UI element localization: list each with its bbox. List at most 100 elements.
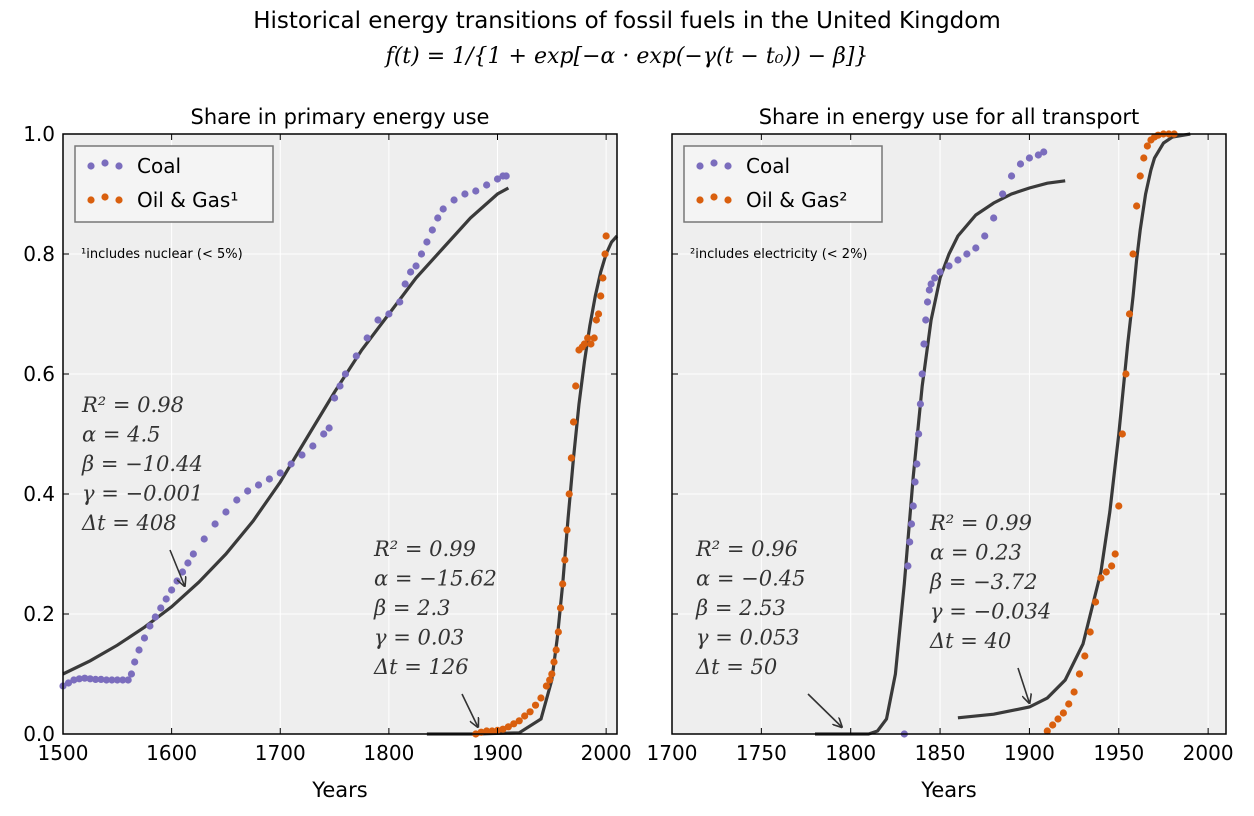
panel-2-xtick-label-2: 1800 <box>825 741 876 765</box>
panel-1-ytick-label-0: 0.0 <box>23 722 55 746</box>
panel-2-legend-box <box>683 145 883 223</box>
panel-1-ytick-label-1: 0.2 <box>23 602 55 626</box>
panel-1-point <box>189 550 197 558</box>
panel-1-point <box>81 674 89 682</box>
panel-2-xtick-label-0: 1700 <box>647 741 698 765</box>
panel-2-point <box>911 478 919 486</box>
panel-1-point <box>567 454 575 462</box>
panel-1-point <box>401 280 409 288</box>
panel-2-point <box>1040 148 1048 156</box>
panel-2-point <box>920 340 928 348</box>
panel-2-point <box>972 244 980 252</box>
panel-1-point <box>412 262 420 270</box>
panel-2-point <box>1043 727 1051 735</box>
panel-2-point <box>925 286 933 294</box>
panel-1-legend-label-0: Coal <box>137 154 181 178</box>
panel-2-legend-marker <box>710 193 718 201</box>
panel-1-point <box>537 694 545 702</box>
panel-1-param-line: γ = −0.001 <box>82 482 203 506</box>
panel-1-param-line: R² = 0.98 <box>81 393 184 417</box>
panel-1-point <box>423 238 431 246</box>
panel-2-param-line: γ = 0.053 <box>696 626 800 650</box>
panel-1-point <box>75 675 83 683</box>
panel-1-series-coal <box>59 172 510 690</box>
panel-1-annotation-arrow-2 <box>461 693 478 727</box>
panel-1-point <box>580 340 589 348</box>
panel-1-point <box>601 250 609 258</box>
panel-1-param-line: α = 4.5 <box>82 423 161 447</box>
panel-1-point <box>483 181 491 189</box>
panel-1-point <box>320 430 328 438</box>
panel-1-point <box>510 720 518 728</box>
panel-1-point <box>86 675 94 683</box>
panel-2-fit-parameters-1: R² = 0.96 α = −0.45 β = 2.53 γ = 0.053 Δt = … <box>695 537 805 679</box>
panel-1-xtick-label-5: 2000 <box>581 741 632 765</box>
panel-1-param-line: α = −15.62 <box>374 567 497 591</box>
panel-2-point <box>1081 652 1089 660</box>
panel-1-point <box>168 586 176 594</box>
panel-1-point <box>550 658 558 666</box>
panel-2-point <box>1102 568 1110 576</box>
panel-2-point <box>906 538 914 546</box>
figure-title: Historical energy transitions of fossil … <box>253 8 1001 34</box>
panel-2-point <box>1034 151 1042 159</box>
panel-1-point <box>287 460 295 468</box>
panel-1-point <box>140 634 149 642</box>
panel-2-point <box>927 280 935 288</box>
panel-1-param-line: β = −10.44 <box>81 452 203 476</box>
panel-2-param-line: Δt = 40 <box>929 629 1011 653</box>
panel-2-point <box>1016 160 1025 168</box>
panel-1-point <box>572 382 580 390</box>
panel-1-point <box>594 310 603 318</box>
panel-2-point <box>1143 142 1151 150</box>
panel-1-point <box>244 487 252 495</box>
panel-1-point <box>599 274 607 282</box>
panel-2-param-line: γ = −0.034 <box>930 600 1051 624</box>
panel-1-point <box>504 723 512 731</box>
panel-2-legend-marker <box>724 162 732 170</box>
panel-1-point <box>521 712 529 720</box>
panel-1-point <box>254 481 263 489</box>
panel-1-legend-marker <box>115 196 123 204</box>
panel-2-point <box>981 232 989 240</box>
figure-formula: f(t) = 1/{1 + exp[−α · exp(−γ(t − t₀)) −… <box>385 44 869 69</box>
panel-1-point <box>590 334 598 342</box>
panel-1-frame <box>62 133 618 735</box>
panel-1-series-oil-gas <box>472 232 610 738</box>
panel-1-point <box>124 676 132 684</box>
panel-1-fit-parameters-1: R² = 0.98 α = 4.5 β = −10.44 γ = −0.001 Δt =… <box>81 393 203 535</box>
panel-2-point <box>922 316 930 324</box>
panel-1-point <box>131 658 139 666</box>
panel-1-param-line: β = 2.3 <box>373 596 450 620</box>
panel-2-point <box>916 400 925 408</box>
panel-1-title: Share in primary energy use <box>191 105 490 129</box>
panel-1-point <box>587 340 595 348</box>
panel-2-point <box>936 268 944 276</box>
panel-1-point <box>352 352 360 360</box>
panel-1-point <box>298 451 306 459</box>
panel-1-point <box>178 568 187 576</box>
panel-1-xtick-label-3: 1800 <box>363 741 414 765</box>
panel-2-xtick-label-5: 1950 <box>1093 741 1144 765</box>
panel-1-plot-area <box>63 134 617 734</box>
panel-1-point <box>396 298 404 306</box>
panel-1-point <box>542 682 550 690</box>
panel-2-point <box>990 214 998 222</box>
panel-2-point <box>909 502 917 510</box>
panel-2-point <box>918 370 926 378</box>
panel-1-point <box>184 559 192 567</box>
panel-1-point <box>592 316 600 324</box>
panel-2-point <box>1111 550 1119 558</box>
panel-2-point <box>1136 172 1144 180</box>
panel-1-point <box>502 172 510 180</box>
panel-1-point <box>146 622 154 630</box>
panel-1-point <box>563 526 571 534</box>
panel-1-legend-marker <box>87 196 95 204</box>
panel-1-xtick-label-1: 1600 <box>146 741 197 765</box>
panel-1-point <box>222 508 230 516</box>
panel-1-point <box>97 675 105 684</box>
panel-2-xtick-label-4: 1900 <box>1004 741 1055 765</box>
panel-2-xtick-label-3: 1850 <box>915 741 966 765</box>
panel-1-point <box>569 418 578 426</box>
panel-1-point <box>113 676 121 684</box>
